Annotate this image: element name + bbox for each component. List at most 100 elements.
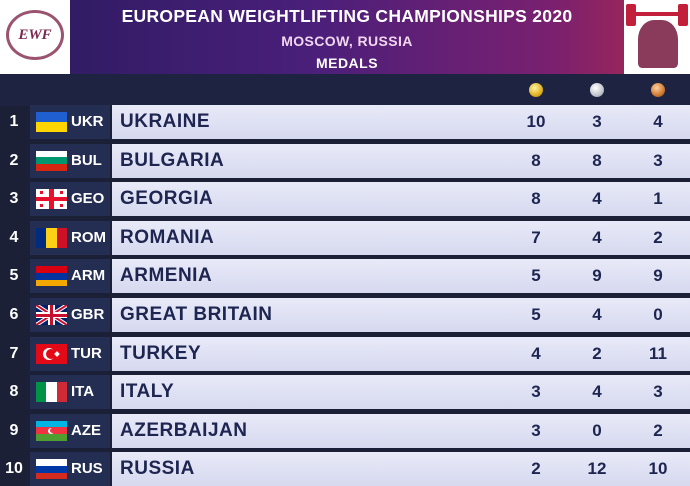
barbell-icon bbox=[628, 12, 686, 16]
bronze-count: 3 bbox=[653, 150, 663, 170]
country-code-box: TUR bbox=[30, 336, 110, 371]
table-row: 1 UKR UKRAINE 10 3 4 bbox=[0, 105, 690, 139]
bronze-count: 0 bbox=[653, 305, 663, 324]
ewf-logo: EWF bbox=[0, 0, 70, 74]
table-row: 10 RUS RUSSIA 2 12 10 bbox=[0, 452, 690, 486]
bronze-count: 10 bbox=[648, 459, 668, 479]
table-row: 5 ARM ARMENIA 5 9 9 bbox=[0, 259, 690, 294]
country-name: UKRAINE bbox=[120, 111, 211, 132]
page-title: EUROPEAN WEIGHTLIFTING CHAMPIONSHIPS 202… bbox=[121, 6, 573, 26]
country-code: RUS bbox=[71, 460, 103, 478]
rank-number: 9 bbox=[9, 421, 19, 439]
country-bar: ROMANIA 7 4 2 bbox=[112, 220, 690, 255]
country-code-box: ITA bbox=[30, 375, 110, 410]
gold-count: 5 bbox=[531, 305, 541, 324]
wreath-icon bbox=[6, 10, 64, 60]
bronze-count: 1 bbox=[653, 189, 663, 209]
rank-number: 1 bbox=[9, 113, 19, 130]
silver-count: 4 bbox=[592, 189, 602, 209]
table-row: 3 GEO GEORGIA 8 4 1 bbox=[0, 182, 690, 217]
rank-number: 8 bbox=[9, 383, 19, 401]
country-name: BULGARIA bbox=[120, 149, 225, 171]
country-bar: ITALY 3 4 3 bbox=[112, 375, 690, 410]
country-code-box: GBR bbox=[30, 298, 110, 332]
country-bar: RUSSIA 2 12 10 bbox=[112, 452, 690, 486]
gold-count: 7 bbox=[531, 227, 541, 247]
table-row: 6 GBR GREAT BRITAIN 5 4 0 bbox=[0, 298, 690, 332]
gold-count: 5 bbox=[531, 266, 541, 286]
country-code: UKR bbox=[71, 113, 104, 130]
table-row: 4 ROM ROMANIA 7 4 2 bbox=[0, 220, 690, 255]
bronze-count: 2 bbox=[653, 227, 663, 247]
country-name: GEORGIA bbox=[120, 188, 214, 210]
weightlifter-icon bbox=[638, 20, 678, 68]
country-name: RUSSIA bbox=[120, 458, 195, 480]
barbell-plate-icon bbox=[626, 4, 636, 26]
table-row: 7 TUR TURKEY 4 2 11 bbox=[0, 336, 690, 371]
gold-count: 3 bbox=[531, 420, 541, 440]
silver-medal-icon bbox=[590, 83, 604, 97]
country-code-box: RUS bbox=[30, 452, 110, 486]
gold-count: 8 bbox=[531, 189, 541, 209]
country-code-box: BUL bbox=[30, 143, 110, 178]
country-bar: BULGARIA 8 8 3 bbox=[112, 143, 690, 178]
barbell-plate-icon bbox=[678, 4, 688, 26]
geo-flag-icon bbox=[36, 189, 67, 210]
silver-count: 4 bbox=[592, 382, 602, 402]
rom-flag-icon bbox=[36, 227, 67, 248]
rus-flag-icon bbox=[36, 459, 67, 480]
country-code-box: UKR bbox=[30, 105, 110, 139]
country-code: GEO bbox=[71, 190, 105, 208]
country-name: ITALY bbox=[120, 381, 175, 403]
country-bar: ARMENIA 5 9 9 bbox=[112, 259, 690, 294]
gold-count: 2 bbox=[531, 459, 541, 479]
rank-number: 6 bbox=[9, 306, 19, 323]
ewf-logo-text: EWF bbox=[18, 27, 52, 43]
weightlifter-logo bbox=[624, 0, 690, 74]
gold-count: 10 bbox=[526, 112, 546, 131]
medal-header-row bbox=[0, 74, 690, 106]
country-code: GBR bbox=[71, 306, 105, 323]
rank-number: 5 bbox=[9, 267, 19, 285]
country-name: ROMANIA bbox=[120, 226, 215, 248]
silver-count: 12 bbox=[587, 459, 607, 479]
tur-flag-icon bbox=[36, 343, 67, 364]
country-code: BUL bbox=[71, 151, 102, 169]
rank-number: 4 bbox=[9, 228, 19, 246]
bronze-medal-icon bbox=[651, 83, 665, 97]
bronze-count: 11 bbox=[649, 343, 667, 363]
rank-number: 2 bbox=[9, 151, 19, 169]
country-bar: UKRAINE 10 3 4 bbox=[112, 105, 690, 139]
header-banner: EWF EUROPEAN WEIGHTLIFTING CHAMPIONSHIPS… bbox=[0, 0, 690, 74]
silver-count: 4 bbox=[592, 305, 602, 324]
country-code-box: AZE bbox=[30, 413, 110, 448]
gold-count: 4 bbox=[531, 343, 541, 363]
country-bar: AZERBAIJAN 3 0 2 bbox=[112, 413, 690, 448]
country-code-box: ROM bbox=[30, 220, 110, 255]
rank-number: 10 bbox=[5, 460, 23, 478]
silver-count: 0 bbox=[592, 420, 602, 440]
bronze-count: 4 bbox=[653, 112, 663, 131]
country-bar: GEORGIA 8 4 1 bbox=[112, 182, 690, 217]
ita-flag-icon bbox=[36, 382, 67, 403]
bul-flag-icon bbox=[36, 150, 67, 171]
country-name: TURKEY bbox=[120, 342, 202, 364]
bronze-count: 2 bbox=[653, 420, 663, 440]
silver-count: 4 bbox=[592, 227, 602, 247]
gold-count: 3 bbox=[531, 382, 541, 402]
silver-count: 9 bbox=[592, 266, 602, 286]
arm-flag-icon bbox=[36, 266, 67, 287]
page-subtitle: MEDALS bbox=[315, 55, 379, 71]
country-code: ITA bbox=[71, 383, 95, 401]
country-bar: TURKEY 4 2 11 bbox=[112, 336, 690, 371]
event-location: MOSCOW, RUSSIA bbox=[281, 33, 413, 49]
rank-number: 7 bbox=[9, 344, 19, 362]
silver-count: 3 bbox=[592, 112, 602, 131]
table-row: 2 BUL BULGARIA 8 8 3 bbox=[0, 143, 690, 178]
aze-flag-icon bbox=[36, 420, 67, 441]
table-row: 9 AZE AZERBAIJAN 3 0 2 bbox=[0, 413, 690, 448]
country-name: ARMENIA bbox=[120, 265, 213, 287]
gold-medal-icon bbox=[529, 83, 543, 97]
country-code: TUR bbox=[71, 344, 102, 362]
country-code-box: ARM bbox=[30, 259, 110, 294]
